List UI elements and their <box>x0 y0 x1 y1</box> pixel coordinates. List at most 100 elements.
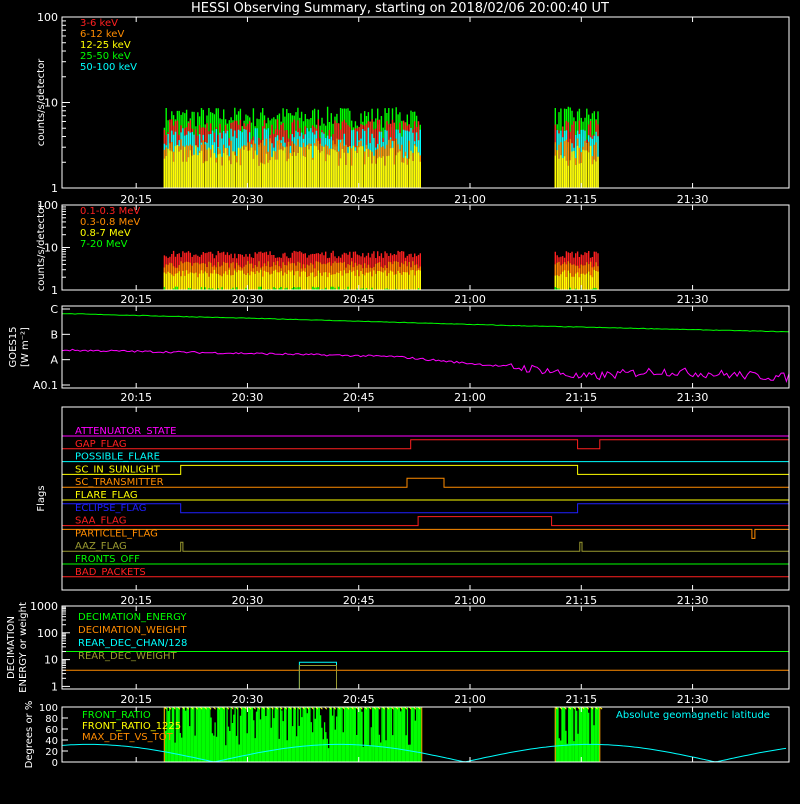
dec-legend-item: REAR_DEC_CHAN/128 <box>78 638 187 649</box>
ratio-ytick-label: 60 <box>45 725 58 736</box>
goes-ylabel: GOES15 <box>8 326 19 367</box>
ratio-ytick-label: 0 <box>52 758 58 769</box>
dec-legend-item: DECIMATION_ENERGY <box>78 612 187 623</box>
flag-line-particlel_flag <box>62 528 789 539</box>
flag-label: ECLIPSE_FLAG <box>75 503 146 514</box>
hi-ylabel: counts/s/detector <box>36 203 47 291</box>
hi-ytick-label: 100 <box>37 199 58 212</box>
dec-xtick-label: 20:30 <box>232 693 264 706</box>
flag-label: GAP_FLAG <box>75 439 127 450</box>
lo-legend-item: 12-25 keV <box>80 40 131 51</box>
hi-band-yellow <box>163 269 421 290</box>
goes-line-green <box>62 313 789 333</box>
hi-band-yellow <box>554 269 599 290</box>
flag-line-aaz_flag <box>62 541 789 552</box>
lo-band-cyan <box>554 129 599 188</box>
lo-legend-item: 3-6 keV <box>80 18 118 29</box>
hi-ytick-label: 10 <box>44 242 58 255</box>
flag-label: FRONTS_OFF <box>75 554 140 565</box>
ratio-legend-item: FRONT_RATIO_1225 <box>82 721 181 732</box>
flags-xtick-label: 20:30 <box>232 594 264 607</box>
dec-ytick-label: 1000 <box>30 600 58 613</box>
goes-xtick-label: 21:15 <box>565 391 597 404</box>
hi-legend-item: 0.1-0.3 MeV <box>80 206 140 217</box>
lo-ytick-label: 100 <box>37 11 58 24</box>
hi-xtick-label: 21:00 <box>454 293 486 306</box>
hi-ytick-label: 1 <box>51 284 58 297</box>
hi-band-green <box>163 286 421 290</box>
dec-legend-item: REAR_DEC_WEIGHT <box>78 651 177 662</box>
flag-line-sc_in_sunlight <box>62 464 789 475</box>
ratio-legend-item: MAX_DET_VS_TOT <box>82 732 174 743</box>
lo-band-green <box>554 106 599 188</box>
ratio-front-ratio-1225 <box>164 706 421 710</box>
flag-line-saa_flag <box>62 516 789 527</box>
dec-xtick-label: 20:15 <box>120 693 152 706</box>
lo-frame <box>61 16 790 189</box>
flag-label: AAZ_FLAG <box>75 541 127 552</box>
hi-xtick-label: 21:30 <box>677 293 709 306</box>
dec-ylabel: DECIMATION <box>6 616 17 679</box>
flag-label: FLARE_FLAG <box>75 490 138 501</box>
lo-xtick-label: 21:00 <box>454 193 486 206</box>
flags-xtick-label: 21:00 <box>454 594 486 607</box>
page-title: HESSI Observing Summary, starting on 201… <box>191 1 609 16</box>
flag-label: SC_TRANSMITTER <box>75 477 164 488</box>
goes-unit-ylabel: [W m⁻²] <box>20 327 31 367</box>
ratio-ytick-label: 40 <box>45 736 58 747</box>
ratio-latitude-line <box>61 743 787 763</box>
dec-line-olive <box>62 665 789 690</box>
lo-legend-item: 50-100 keV <box>80 62 137 73</box>
goes-ytick-label: A0.1 <box>33 379 58 392</box>
goes-ytick-label: C <box>50 303 58 316</box>
ratio-ylabel: Degrees or % <box>24 701 35 769</box>
lo-ylabel: counts/s/detector <box>36 58 47 146</box>
flags-frame <box>61 406 790 591</box>
flags-xtick-label: 21:30 <box>677 594 709 607</box>
lo-legend-item: 6-12 keV <box>80 29 124 40</box>
lo-xtick-label: 21:30 <box>677 193 709 206</box>
goes-xtick-label: 20:45 <box>343 391 375 404</box>
lo-xtick-label: 20:45 <box>343 193 375 206</box>
goes-line-magenta <box>61 348 790 384</box>
lo-ytick-label: 10 <box>44 97 58 110</box>
goes-frame <box>61 305 790 389</box>
flags-xtick-label: 21:15 <box>565 594 597 607</box>
dec-ytick-label: 100 <box>37 627 58 640</box>
lo-band-red <box>554 120 599 188</box>
flag-line-sc_transmitter <box>62 477 789 488</box>
lo-xtick-label: 20:15 <box>120 193 152 206</box>
flag-label: POSSIBLE_FLARE <box>75 452 160 463</box>
ratio-ytick-label: 80 <box>45 714 58 725</box>
ratio-front-ratio-1225 <box>554 706 603 710</box>
dec-xtick-label: 21:15 <box>565 693 597 706</box>
hi-band-orange <box>554 261 599 290</box>
flags-xtick-label: 20:45 <box>343 594 375 607</box>
lo-xtick-label: 20:30 <box>232 193 264 206</box>
ratio-front-ratio <box>163 707 422 762</box>
ratio-ytick-label: 20 <box>45 747 58 758</box>
hi-xtick-label: 20:15 <box>120 293 152 306</box>
dec-xtick-label: 21:30 <box>677 693 709 706</box>
dec-frame <box>61 605 790 690</box>
flag-label: PARTICLEL_FLAG <box>75 528 158 539</box>
goes-xtick-label: 21:30 <box>677 391 709 404</box>
flag-line-eclipse_flag <box>62 503 789 514</box>
flag-label: SC_IN_SUNLIGHT <box>75 464 161 475</box>
goes-xtick-label: 20:15 <box>120 391 152 404</box>
dec-ytick-label: 10 <box>44 654 58 667</box>
dec-xtick-label: 21:00 <box>454 693 486 706</box>
ratio-legend-item: FRONT_RATIO <box>82 710 151 721</box>
flag-label: SAA_FLAG <box>75 516 126 527</box>
dec-sub-ylabel: ENERGY or weight <box>18 602 29 693</box>
ratio-frame <box>61 706 790 763</box>
hi-legend-item: 7-20 MeV <box>80 239 128 250</box>
ratio-front-ratio <box>554 707 601 762</box>
hi-frame <box>61 204 790 291</box>
lo-xtick-label: 21:15 <box>565 193 597 206</box>
lo-band-yellow <box>163 145 421 188</box>
hi-xtick-label: 21:15 <box>565 293 597 306</box>
flag-label: ATTENUATOR_STATE <box>75 426 176 437</box>
